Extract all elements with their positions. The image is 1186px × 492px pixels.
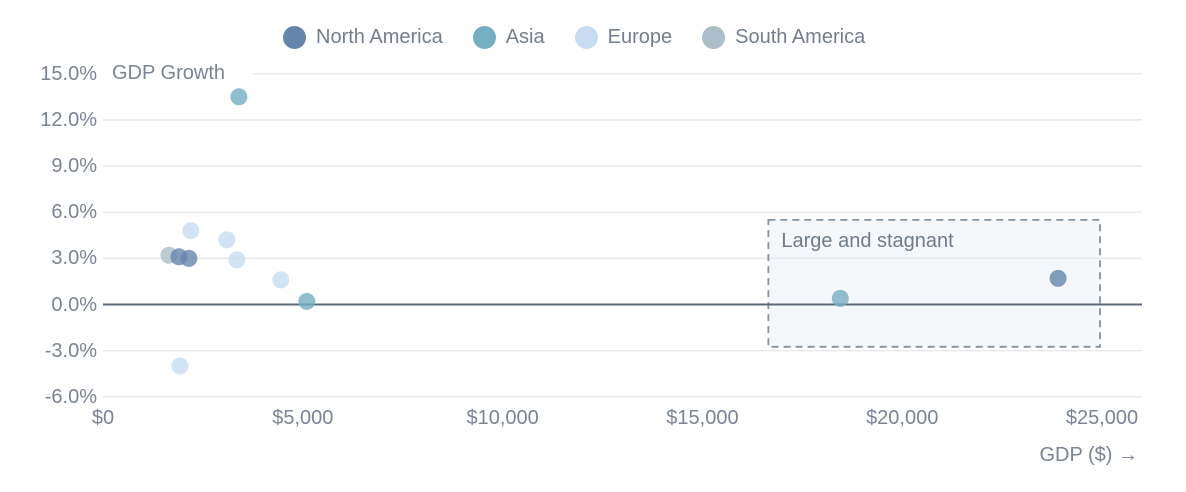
y-tick-label: -3.0% (44, 339, 97, 362)
scatter-point-asia[interactable] (298, 292, 316, 310)
y-tick-label: 12.0% (40, 108, 97, 131)
legend-item-asia[interactable]: Asia (472, 26, 545, 49)
legend-label: North America (316, 26, 443, 48)
y-tick-label: 9.0% (51, 155, 97, 178)
x-axis-title: GDP ($) → (1039, 444, 1138, 466)
legend-swatch-circle (574, 26, 598, 49)
annotation-box (767, 218, 1101, 348)
annotation-label: Large and stagnant (781, 229, 954, 252)
scatter-point-europe[interactable] (218, 231, 236, 249)
legend-item-south-america[interactable]: South America (702, 26, 865, 49)
x-tick-label: $15,000 (666, 407, 739, 429)
x-tick-label: $0 (91, 407, 115, 429)
chart-legend: North America Asia Europe South America (283, 26, 865, 49)
scatter-point-europe[interactable] (272, 271, 290, 289)
y-tick-label: 3.0% (51, 247, 97, 270)
scatter-point-north-america[interactable] (1049, 269, 1067, 287)
legend-swatch-circle (283, 26, 306, 49)
scatter-point-asia[interactable] (831, 289, 849, 307)
legend-swatch-circle (702, 26, 726, 49)
y-tick-label: -6.0% (44, 385, 97, 408)
scatter-point-north-america[interactable] (180, 249, 198, 267)
scatter-point-europe[interactable] (182, 222, 200, 240)
scatter-point-europe[interactable] (228, 251, 246, 269)
legend-label: Europe (607, 26, 673, 48)
scatter-point-europe[interactable] (171, 357, 189, 375)
legend-item-north-america[interactable]: North America (283, 26, 443, 49)
scatter-point-asia[interactable] (230, 88, 248, 106)
legend-label: South America (735, 26, 866, 48)
x-tick-label: $25,000 (1065, 407, 1139, 429)
legend-label: Asia (505, 26, 545, 48)
x-tick-label: $20,000 (866, 407, 939, 429)
legend-item-europe[interactable]: Europe (574, 26, 673, 49)
x-tick-label: $10,000 (466, 407, 539, 429)
y-tick-label: 15.0% (40, 62, 97, 85)
y-axis-title: GDP Growth (112, 62, 225, 84)
y-tick-label: 6.0% (51, 201, 97, 224)
legend-swatch-circle (472, 26, 496, 49)
y-tick-label: 0.0% (51, 293, 97, 316)
x-tick-label: $5,000 (272, 407, 334, 429)
